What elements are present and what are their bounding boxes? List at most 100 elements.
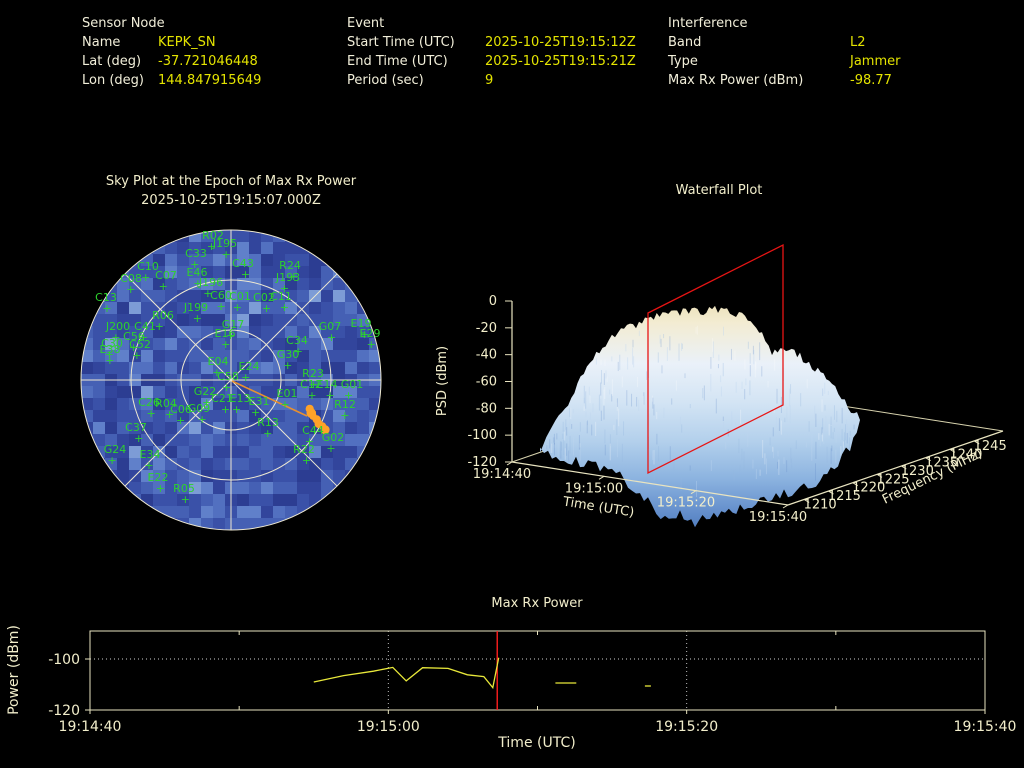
- sky-cell: [321, 482, 333, 494]
- satellite-label: C37: [125, 421, 147, 434]
- sky-cell: [105, 350, 117, 362]
- sky-cell: [261, 386, 273, 398]
- sky-cell: [297, 494, 309, 506]
- sky-cell: [273, 230, 285, 242]
- sky-cell: [237, 242, 249, 254]
- sky-cell: [189, 362, 201, 374]
- sky-cell: [369, 398, 381, 410]
- sky-cell: [237, 458, 249, 470]
- sky-cell: [189, 266, 201, 278]
- satellite-plus-marker: +: [207, 240, 216, 253]
- sky-cell: [321, 458, 333, 470]
- sky-cell: [213, 434, 225, 446]
- satellite-plus-marker: +: [105, 354, 114, 367]
- satellite-plus-marker: +: [147, 407, 156, 420]
- frequency-tick: [973, 440, 980, 445]
- sky-cell: [225, 530, 237, 542]
- frequency-tick: [925, 457, 931, 462]
- sky-plot: R02+J195+C33+ C43+C10+ C07+C08+E46+J196+R2…: [80, 229, 393, 542]
- sky-cell: [201, 470, 213, 482]
- interference-band-value: L2: [850, 35, 866, 50]
- satellite-plus-marker: +: [280, 301, 289, 314]
- sky-cell: [261, 470, 273, 482]
- satellite-plus-marker: +: [367, 338, 376, 351]
- sky-cell: [117, 458, 129, 470]
- sky-cell: [81, 326, 93, 338]
- sky-cell: [273, 470, 285, 482]
- sky-cell: [105, 386, 117, 398]
- sky-cell: [237, 266, 249, 278]
- sky-cell: [213, 506, 225, 518]
- sky-cell: [249, 362, 261, 374]
- skyplot-title-line2: 2025-10-25T19:15:07.000Z: [141, 193, 321, 208]
- sky-cell: [201, 506, 213, 518]
- satellite-label: E16: [215, 327, 236, 340]
- sky-cell: [237, 302, 249, 314]
- sky-cell: [333, 386, 345, 398]
- sky-cell: [189, 398, 201, 410]
- sky-cell: [93, 386, 105, 398]
- sky-cell: [177, 266, 189, 278]
- sky-cell: [177, 230, 189, 242]
- frequency-tick-label: 1230: [901, 464, 934, 479]
- sky-cell: [201, 302, 213, 314]
- sky-cell: [153, 482, 165, 494]
- satellite-label: J193: [275, 271, 300, 284]
- sky-cell: [153, 350, 165, 362]
- satellite-plus-marker: +: [102, 302, 111, 315]
- sky-cell: [333, 338, 345, 350]
- azimuth-spoke: [124, 273, 338, 487]
- sky-cell: [237, 506, 249, 518]
- sky-cell: [261, 446, 273, 458]
- sky-cell: [261, 422, 273, 434]
- sky-cell: [117, 350, 129, 362]
- satellite-label: C56: [123, 330, 145, 343]
- satellite-label: R22: [293, 443, 315, 456]
- sky-cell: [297, 278, 309, 290]
- sky-cell: [273, 302, 285, 314]
- sky-cell: [237, 398, 249, 410]
- sky-cell: [177, 494, 189, 506]
- sky-cell: [369, 386, 381, 398]
- sky-cell: [141, 326, 153, 338]
- sky-cell: [237, 326, 249, 338]
- sky-cell: [249, 230, 261, 242]
- sky-cell: [297, 458, 309, 470]
- psd-surface: [540, 305, 860, 528]
- sky-cell: [141, 506, 153, 518]
- sky-cell: [309, 242, 321, 254]
- sky-cell: [249, 506, 261, 518]
- sky-cell: [213, 242, 225, 254]
- sky-cell: [273, 410, 285, 422]
- satellite-label: E22: [148, 471, 169, 484]
- sky-cell: [213, 458, 225, 470]
- sky-cell: [345, 446, 357, 458]
- sky-cell: [105, 338, 117, 350]
- sky-cell: [81, 314, 93, 326]
- sky-cell: [333, 446, 345, 458]
- sky-cell: [381, 362, 393, 374]
- sky-cell: [273, 338, 285, 350]
- sky-cell: [369, 422, 381, 434]
- sky-cell: [249, 446, 261, 458]
- sky-cell: [321, 350, 333, 362]
- satellite-plus-marker: +: [129, 341, 138, 354]
- satellite-label: G09: [188, 402, 211, 415]
- satellite-plus-marker: +: [241, 371, 250, 384]
- sky-cell: [153, 314, 165, 326]
- power-axis-label: Power (dBm): [6, 625, 22, 715]
- sky-cell: [333, 350, 345, 362]
- sky-cell: [273, 446, 285, 458]
- time-tick: [506, 461, 513, 466]
- sky-cell: [357, 362, 369, 374]
- jammer-dot: [320, 425, 330, 435]
- sky-cell: [93, 326, 105, 338]
- sky-cell: [381, 386, 393, 398]
- sky-cell: [201, 434, 213, 446]
- sky-cell: [153, 410, 165, 422]
- sky-cell: [333, 278, 345, 290]
- sky-cell: [153, 398, 165, 410]
- jammer-detection-blob: [305, 404, 330, 435]
- sky-cell: [189, 470, 201, 482]
